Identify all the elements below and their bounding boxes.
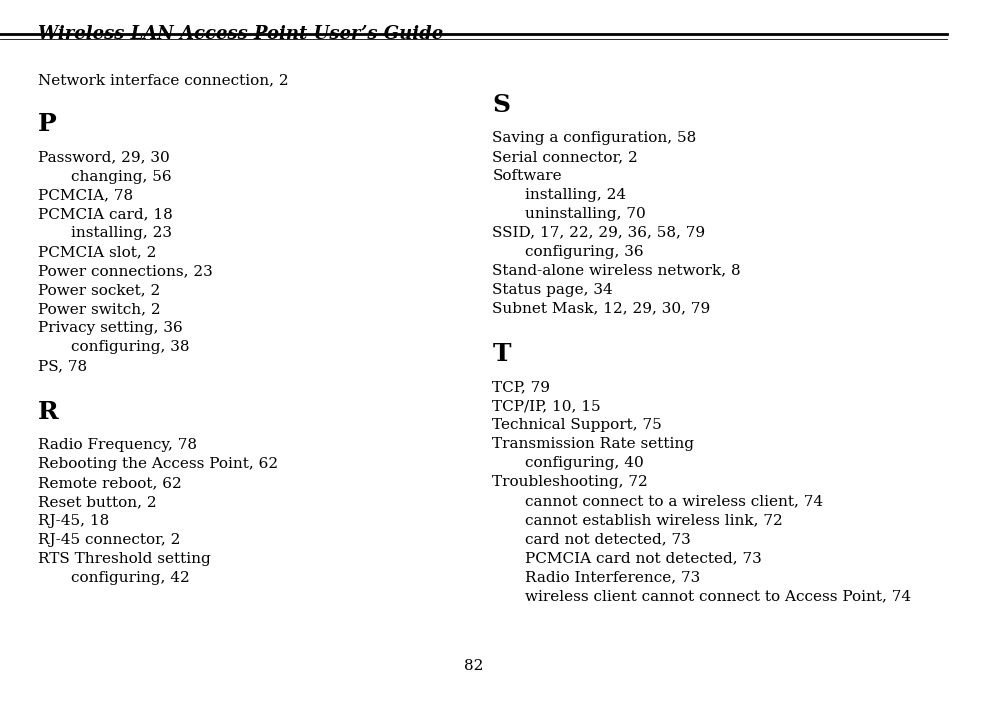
Text: 82: 82: [464, 659, 483, 673]
Text: cannot connect to a wireless client, 74: cannot connect to a wireless client, 74: [525, 494, 824, 508]
Text: SSID, 17, 22, 29, 36, 58, 79: SSID, 17, 22, 29, 36, 58, 79: [493, 226, 706, 240]
Text: wireless client cannot connect to Access Point, 74: wireless client cannot connect to Access…: [525, 589, 912, 603]
Text: Wireless LAN Access Point User’s Guide: Wireless LAN Access Point User’s Guide: [38, 25, 443, 43]
Text: cannot establish wireless link, 72: cannot establish wireless link, 72: [525, 513, 783, 527]
Text: Serial connector, 2: Serial connector, 2: [493, 150, 638, 164]
Text: PCMCIA card, 18: PCMCIA card, 18: [38, 207, 172, 222]
Text: configuring, 40: configuring, 40: [525, 456, 644, 470]
Text: Radio Frequency, 78: Radio Frequency, 78: [38, 438, 197, 452]
Text: PS, 78: PS, 78: [38, 359, 87, 373]
Text: installing, 24: installing, 24: [525, 188, 626, 202]
Text: Network interface connection, 2: Network interface connection, 2: [38, 74, 288, 88]
Text: Subnet Mask, 12, 29, 30, 79: Subnet Mask, 12, 29, 30, 79: [493, 301, 711, 315]
Text: installing, 23: installing, 23: [71, 226, 172, 240]
Text: T: T: [493, 342, 510, 366]
Text: Power socket, 2: Power socket, 2: [38, 283, 161, 297]
Text: PCMCIA card not detected, 73: PCMCIA card not detected, 73: [525, 551, 762, 565]
Text: RJ-45 connector, 2: RJ-45 connector, 2: [38, 533, 180, 547]
Text: PCMCIA slot, 2: PCMCIA slot, 2: [38, 245, 157, 259]
Text: P: P: [38, 112, 56, 136]
Text: Stand-alone wireless network, 8: Stand-alone wireless network, 8: [493, 264, 741, 278]
Text: PCMCIA, 78: PCMCIA, 78: [38, 189, 133, 203]
Text: TCP/IP, 10, 15: TCP/IP, 10, 15: [493, 400, 601, 414]
Text: changing, 56: changing, 56: [71, 170, 171, 184]
Text: Software: Software: [493, 169, 562, 183]
Text: configuring, 38: configuring, 38: [71, 340, 189, 354]
Text: Power switch, 2: Power switch, 2: [38, 302, 161, 316]
Text: card not detected, 73: card not detected, 73: [525, 532, 691, 546]
Text: configuring, 42: configuring, 42: [71, 571, 189, 585]
Text: Troubleshooting, 72: Troubleshooting, 72: [493, 475, 648, 489]
Text: Transmission Rate setting: Transmission Rate setting: [493, 437, 695, 451]
Text: TCP, 79: TCP, 79: [493, 381, 550, 395]
Text: Technical Support, 75: Technical Support, 75: [493, 418, 662, 433]
Text: Privacy setting, 36: Privacy setting, 36: [38, 321, 182, 335]
Text: R: R: [38, 400, 58, 423]
Text: Radio Interference, 73: Radio Interference, 73: [525, 570, 701, 584]
Text: RJ-45, 18: RJ-45, 18: [38, 514, 109, 528]
Text: Reset button, 2: Reset button, 2: [38, 495, 157, 509]
Text: Saving a configuration, 58: Saving a configuration, 58: [493, 131, 697, 145]
Text: Password, 29, 30: Password, 29, 30: [38, 151, 169, 165]
Text: Rebooting the Access Point, 62: Rebooting the Access Point, 62: [38, 457, 278, 471]
Text: RTS Threshold setting: RTS Threshold setting: [38, 552, 211, 566]
Text: configuring, 36: configuring, 36: [525, 245, 644, 259]
Text: Status page, 34: Status page, 34: [493, 283, 613, 297]
Text: uninstalling, 70: uninstalling, 70: [525, 207, 646, 221]
Text: Remote reboot, 62: Remote reboot, 62: [38, 476, 181, 490]
Text: S: S: [493, 93, 510, 116]
Text: Power connections, 23: Power connections, 23: [38, 264, 213, 278]
